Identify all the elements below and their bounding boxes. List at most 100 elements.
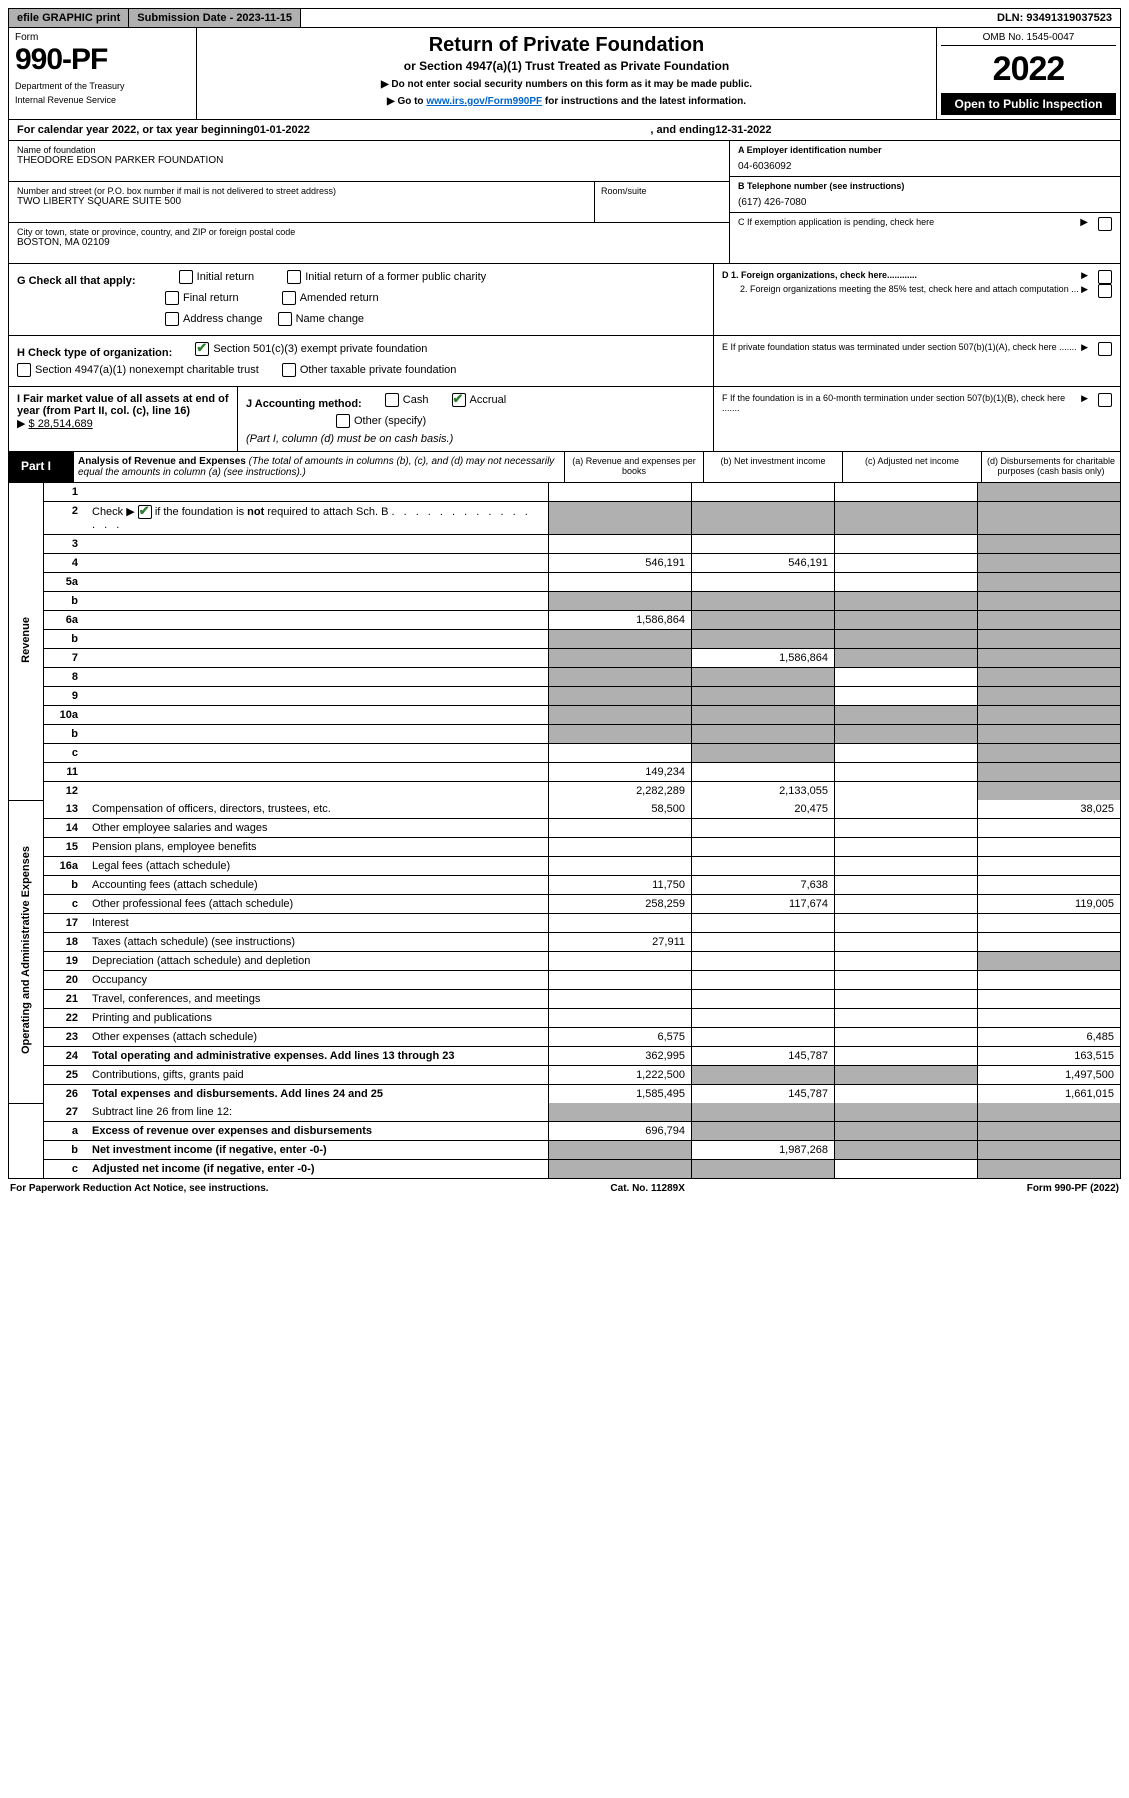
line-number: a bbox=[44, 1122, 87, 1141]
amount-cell bbox=[692, 952, 835, 971]
amount-cell bbox=[978, 687, 1121, 706]
amount-cell bbox=[978, 630, 1121, 649]
initial-former-checkbox[interactable] bbox=[287, 270, 301, 284]
irs-link[interactable]: www.irs.gov/Form990PF bbox=[426, 96, 542, 107]
amount-cell bbox=[835, 1066, 978, 1085]
city-state-zip: BOSTON, MA 02109 bbox=[17, 237, 721, 248]
f-label: F If the foundation is in a 60-month ter… bbox=[722, 393, 1065, 413]
line-description bbox=[86, 763, 549, 782]
d2-label: 2. Foreign organizations meeting the 85%… bbox=[740, 284, 1079, 294]
table-row: 26Total expenses and disbursements. Add … bbox=[9, 1085, 1121, 1104]
d2-checkbox[interactable] bbox=[1098, 284, 1112, 298]
line-description: Check ▶ if the foundation is not require… bbox=[86, 502, 549, 535]
table-row: 2Check ▶ if the foundation is not requir… bbox=[9, 502, 1121, 535]
amount-cell bbox=[835, 990, 978, 1009]
amount-cell bbox=[835, 763, 978, 782]
amount-cell bbox=[835, 725, 978, 744]
dln: DLN: 93491319037523 bbox=[989, 9, 1120, 27]
room-label: Room/suite bbox=[601, 186, 721, 196]
amount-cell: 2,133,055 bbox=[692, 782, 835, 801]
amount-cell bbox=[692, 592, 835, 611]
line-description bbox=[86, 687, 549, 706]
amount-cell bbox=[978, 483, 1121, 502]
amount-cell bbox=[835, 630, 978, 649]
initial-return-checkbox[interactable] bbox=[179, 270, 193, 284]
sch-b-checkbox[interactable] bbox=[138, 505, 152, 519]
line-description: Contributions, gifts, grants paid bbox=[86, 1066, 549, 1085]
ein-label: A Employer identification number bbox=[738, 145, 1112, 155]
final-return-checkbox[interactable] bbox=[165, 291, 179, 305]
line-number: b bbox=[44, 725, 87, 744]
f-checkbox[interactable] bbox=[1098, 393, 1112, 407]
goto-note: ▶ Go to www.irs.gov/Form990PF for instru… bbox=[203, 96, 930, 107]
g-label: G Check all that apply: bbox=[17, 275, 136, 287]
line-number: 21 bbox=[44, 990, 87, 1009]
amount-cell bbox=[835, 483, 978, 502]
line-description: Subtract line 26 from line 12: bbox=[86, 1103, 549, 1122]
amount-cell bbox=[978, 535, 1121, 554]
foundation-name: THEODORE EDSON PARKER FOUNDATION bbox=[17, 155, 721, 166]
h-label: H Check type of organization: bbox=[17, 347, 172, 359]
amount-cell: 696,794 bbox=[549, 1122, 692, 1141]
cash-checkbox[interactable] bbox=[385, 393, 399, 407]
amount-cell bbox=[835, 706, 978, 725]
address: TWO LIBERTY SQUARE SUITE 500 bbox=[17, 196, 588, 207]
amended-return-checkbox[interactable] bbox=[282, 291, 296, 305]
amount-cell bbox=[835, 1009, 978, 1028]
amount-cell: 7,638 bbox=[692, 876, 835, 895]
other-taxable-checkbox[interactable] bbox=[282, 363, 296, 377]
top-bar: efile GRAPHIC print Submission Date - 20… bbox=[8, 8, 1121, 28]
amount-cell bbox=[835, 952, 978, 971]
section-ij-f: I Fair market value of all assets at end… bbox=[8, 387, 1121, 452]
submission-date: Submission Date - 2023-11-15 bbox=[129, 9, 301, 27]
line-description: Legal fees (attach schedule) bbox=[86, 857, 549, 876]
address-change-checkbox[interactable] bbox=[165, 312, 179, 326]
line-number: 9 bbox=[44, 687, 87, 706]
amount-cell bbox=[692, 933, 835, 952]
amount-cell bbox=[835, 668, 978, 687]
line-number: 4 bbox=[44, 554, 87, 573]
col-c-header: (c) Adjusted net income bbox=[843, 452, 982, 482]
amount-cell bbox=[692, 1122, 835, 1141]
e-checkbox[interactable] bbox=[1098, 342, 1112, 356]
amount-cell bbox=[978, 876, 1121, 895]
amount-cell bbox=[978, 1103, 1121, 1122]
amount-cell bbox=[549, 838, 692, 857]
accrual-checkbox[interactable] bbox=[452, 393, 466, 407]
amount-cell bbox=[549, 952, 692, 971]
amount-cell bbox=[978, 952, 1121, 971]
i-label: I Fair market value of all assets at end… bbox=[17, 393, 237, 417]
amount-cell bbox=[692, 763, 835, 782]
exemption-checkbox[interactable] bbox=[1098, 217, 1112, 231]
4947-checkbox[interactable] bbox=[17, 363, 31, 377]
amount-cell: 117,674 bbox=[692, 895, 835, 914]
amount-cell bbox=[692, 706, 835, 725]
amount-cell bbox=[692, 630, 835, 649]
line-number: 18 bbox=[44, 933, 87, 952]
table-row: b bbox=[9, 725, 1121, 744]
line-number: 23 bbox=[44, 1028, 87, 1047]
amount-cell bbox=[978, 502, 1121, 535]
line-description bbox=[86, 706, 549, 725]
amount-cell bbox=[978, 1009, 1121, 1028]
amount-cell bbox=[549, 535, 692, 554]
line-number: 20 bbox=[44, 971, 87, 990]
j-note: (Part I, column (d) must be on cash basi… bbox=[246, 433, 697, 445]
line-description bbox=[86, 483, 549, 502]
other-method-checkbox[interactable] bbox=[336, 414, 350, 428]
501c3-checkbox[interactable] bbox=[195, 342, 209, 356]
amount-cell: 258,259 bbox=[549, 895, 692, 914]
amount-cell bbox=[549, 1103, 692, 1122]
amount-cell bbox=[835, 535, 978, 554]
table-row: 5a bbox=[9, 573, 1121, 592]
table-row: Operating and Administrative Expenses13C… bbox=[9, 800, 1121, 819]
amount-cell bbox=[835, 649, 978, 668]
amount-cell: 546,191 bbox=[549, 554, 692, 573]
name-change-checkbox[interactable] bbox=[278, 312, 292, 326]
d1-label: D 1. Foreign organizations, check here..… bbox=[722, 270, 917, 280]
amount-cell bbox=[549, 914, 692, 933]
table-row: cOther professional fees (attach schedul… bbox=[9, 895, 1121, 914]
efile-button[interactable]: efile GRAPHIC print bbox=[9, 9, 129, 27]
d1-checkbox[interactable] bbox=[1098, 270, 1112, 284]
line-number: c bbox=[44, 1160, 87, 1179]
